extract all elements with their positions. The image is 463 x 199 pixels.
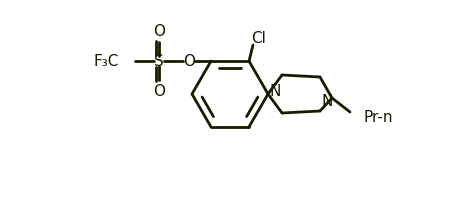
Text: S: S (154, 54, 164, 69)
Text: Cl: Cl (251, 31, 266, 46)
Text: Pr-n: Pr-n (363, 110, 393, 126)
Text: F₃C: F₃C (94, 54, 119, 69)
Text: O: O (153, 84, 165, 99)
Text: O: O (183, 54, 195, 69)
Text: O: O (153, 24, 165, 39)
Text: N: N (269, 84, 281, 99)
Text: N: N (321, 94, 333, 108)
